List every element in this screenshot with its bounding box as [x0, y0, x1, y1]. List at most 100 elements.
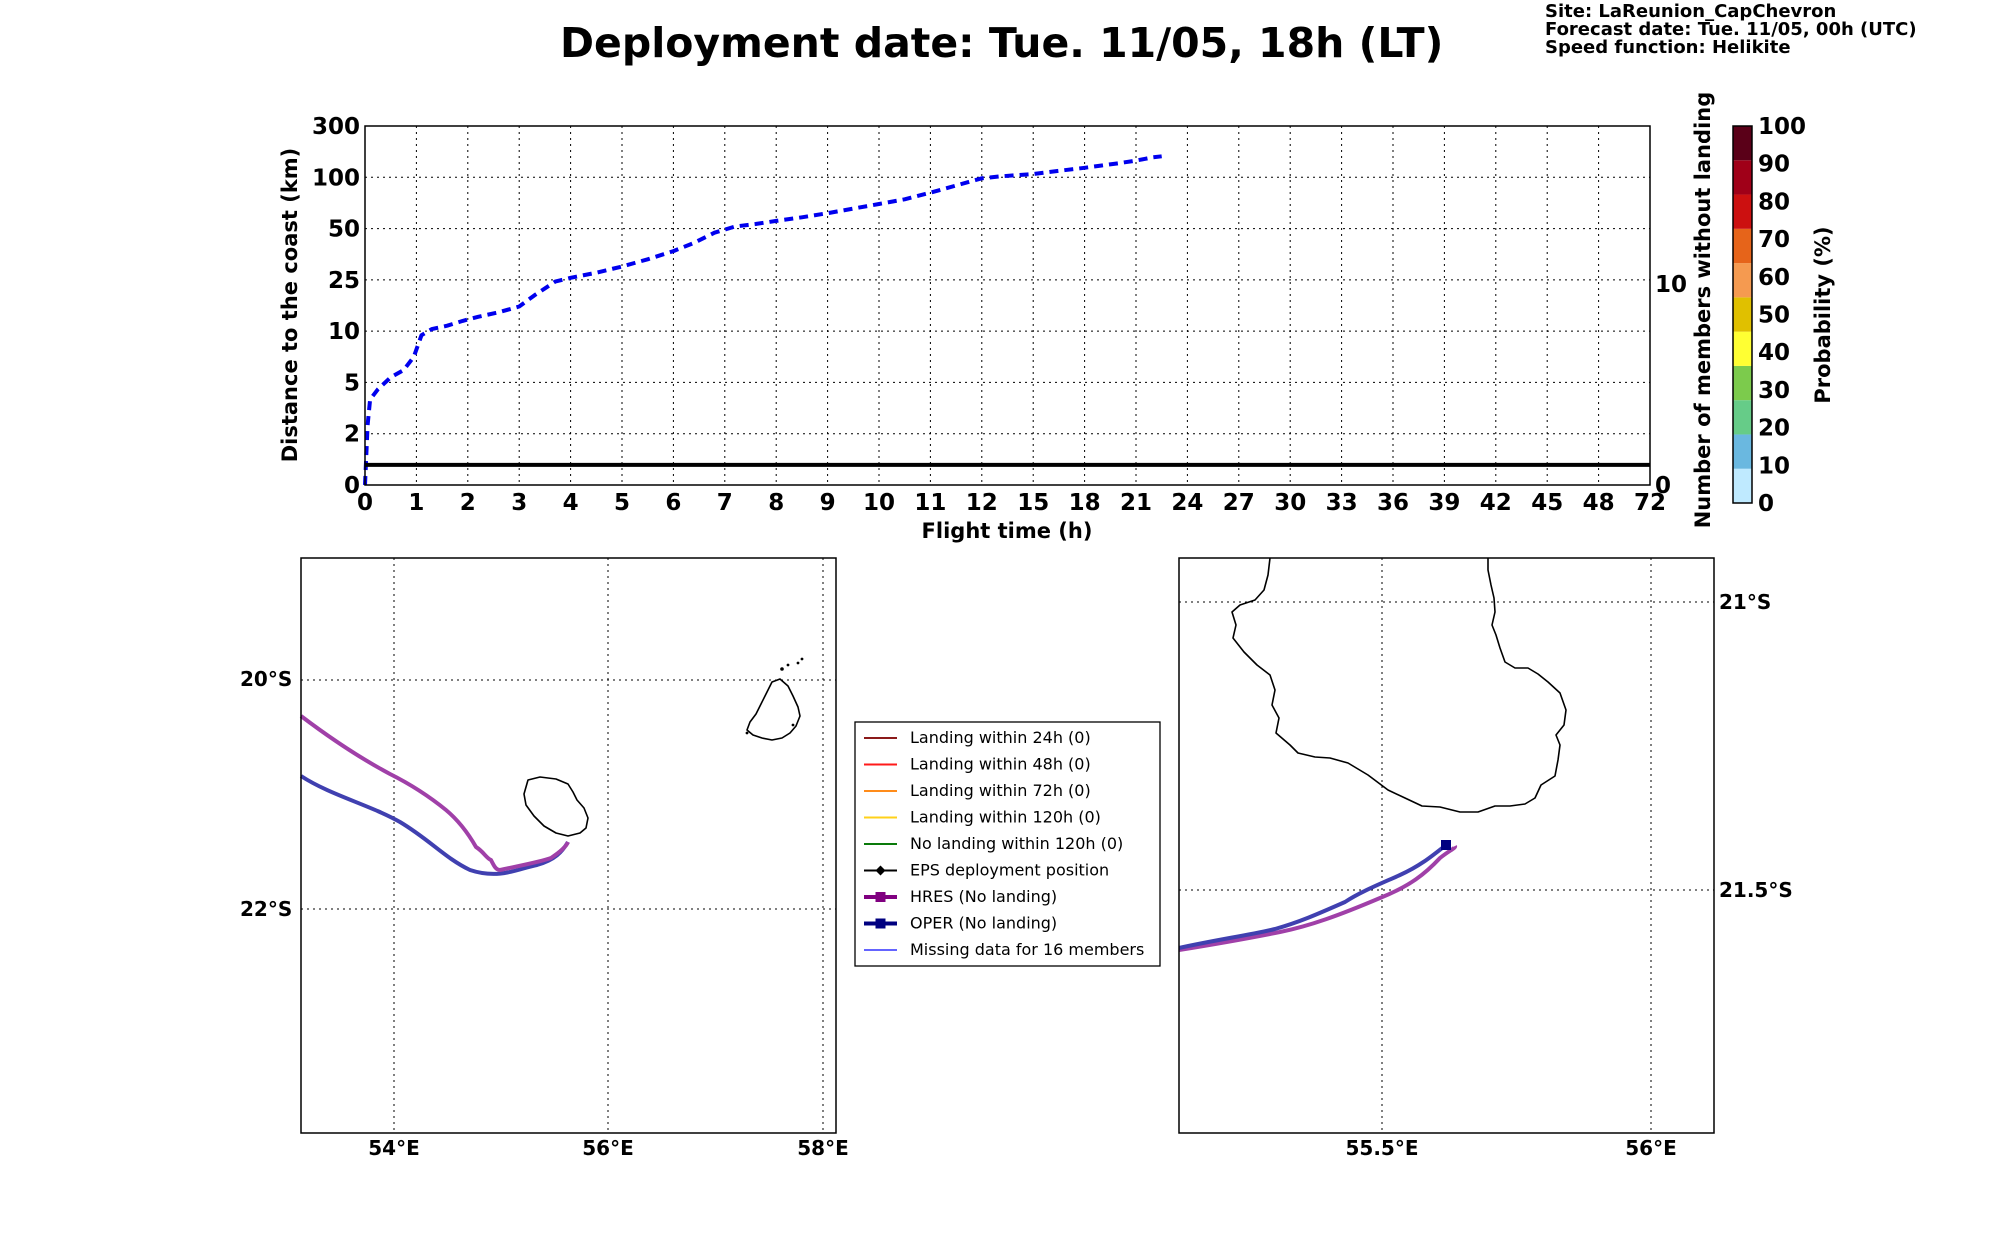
legend-marker-square [875, 918, 886, 929]
lat-label-20s: 20°S [240, 667, 292, 691]
colorbar-tick-label: 20 [1758, 416, 1790, 442]
y-tick-label: 300 [312, 114, 360, 140]
deployment-marker [1441, 840, 1451, 850]
x-tick-label: 6 [665, 490, 681, 516]
islet [791, 723, 795, 727]
colorbar-label: Probability (%) [1811, 226, 1835, 403]
x-tick-label: 0 [357, 490, 373, 516]
site-info: Site: LaReunion_CapChevron [1545, 1, 1836, 22]
lon-label-55-5e: 55.5°E [1345, 1136, 1418, 1160]
forecast-info: Forecast date: Tue. 11/05, 00h (UTC) [1545, 19, 1917, 40]
colorbar-swatch [1733, 434, 1752, 469]
x-tick-label: 7 [717, 490, 733, 516]
legend-label: Landing within 48h (0) [910, 755, 1091, 774]
colorbar-swatch [1733, 365, 1752, 401]
y-tick-label: 10 [328, 319, 360, 345]
islet [800, 657, 804, 661]
colorbar-tick-labels: 0 10 20 30 40 50 60 70 80 90 100 [1758, 114, 1806, 517]
x-tick-label: 48 [1583, 490, 1615, 516]
y2-axis-label: Number of members without landing [1691, 92, 1715, 529]
islet [786, 663, 790, 667]
x-tick-label: 30 [1274, 490, 1306, 516]
y2-tick-label: 0 [1655, 473, 1671, 499]
legend-label: No landing within 120h (0) [910, 834, 1123, 853]
x-tick-label: 18 [1069, 490, 1101, 516]
legend-item: Landing within 120h (0) [864, 808, 1101, 827]
colorbar-tick-label: 0 [1758, 491, 1774, 517]
colorbar-swatches [1733, 126, 1752, 503]
legend-marker-diamond [875, 865, 886, 876]
legend-label: Landing within 120h (0) [910, 808, 1101, 827]
colorbar-tick-label: 70 [1758, 227, 1790, 253]
x-tick-label: 27 [1223, 490, 1255, 516]
x-tick-label: 8 [768, 490, 784, 516]
islet [780, 667, 784, 671]
lat-label-21s: 21°S [1719, 590, 1771, 614]
map-zoom-frame [1178, 557, 1715, 1134]
x-tick-label: 15 [1017, 490, 1049, 516]
legend-items: Landing within 24h (0) Landing within 48h… [864, 728, 1144, 959]
lon-label-56e-zoom: 56°E [1625, 1136, 1677, 1160]
legend-label: Landing within 72h (0) [910, 781, 1091, 800]
map-zoom: 21°S 21.5°S 55.5°E 56°E [1178, 557, 1793, 1160]
lon-label-58e: 58°E [797, 1136, 849, 1160]
colorbar-swatch [1733, 194, 1752, 229]
figure-title: Deployment date: Tue. 11/05, 18h (LT) [560, 19, 1443, 67]
y-tick-label: 0 [344, 473, 360, 499]
legend-item: EPS deployment position [864, 861, 1109, 880]
x-tick-label: 12 [966, 490, 998, 516]
colorbar-tick-label: 30 [1758, 378, 1790, 404]
mauritius-coastline [746, 678, 801, 741]
legend-label: HRES (No landing) [910, 887, 1057, 906]
chart-frame [364, 125, 1651, 486]
chart-grid [365, 126, 1650, 485]
x-tick-label: 11 [914, 490, 946, 516]
legend-marker-square [875, 892, 886, 902]
lon-label-54e: 54°E [368, 1136, 420, 1160]
x-tick-label: 3 [511, 490, 527, 516]
colorbar-swatch [1733, 160, 1752, 195]
legend: Landing within 24h (0) Landing within 48h… [854, 721, 1161, 967]
x-tick-label: 33 [1326, 490, 1358, 516]
legend-label: Landing within 24h (0) [910, 728, 1091, 747]
map-regional-frame [300, 557, 837, 1134]
hres-track-zoom [1178, 844, 1458, 952]
chart-series [363, 154, 1650, 486]
probability-colorbar: 0 10 20 30 40 50 60 70 80 90 100 Probability (%) [1732, 114, 1835, 517]
legend-item: Missing data for 16 members [864, 940, 1144, 959]
y-tick-label: 100 [312, 165, 360, 191]
colorbar-tick-label: 100 [1758, 114, 1806, 140]
x-tick-label: 36 [1377, 490, 1409, 516]
x-tick-label: 4 [563, 490, 579, 516]
legend-item: Landing within 24h (0) [864, 728, 1091, 747]
x-axis-label: Flight time (h) [922, 519, 1093, 543]
x-tick-label: 10 [863, 490, 895, 516]
legend-item: HRES (No landing) [864, 887, 1057, 906]
colorbar-tick-label: 90 [1758, 152, 1790, 178]
colorbar-frame [1732, 125, 1753, 504]
y-tick-label: 25 [328, 268, 360, 294]
x-tick-label: 39 [1428, 490, 1460, 516]
map-regional: 20°S 22°S 54°E 56°E 58°E [240, 557, 849, 1160]
y-tick-label: 5 [344, 370, 360, 396]
colorbar-tick-label: 40 [1758, 340, 1790, 366]
x-tick-label: 42 [1480, 490, 1512, 516]
x-tick-label: 2 [460, 490, 476, 516]
x-tick-label: 24 [1171, 490, 1203, 516]
speed-info: Speed function: Helikite [1545, 37, 1791, 58]
y-tick-label: 50 [328, 217, 360, 243]
small-islands [745, 657, 804, 735]
distance-chart: 0 1 2 3 4 5 6 7 8 9 10 11 12 15 18 21 24 27 30 33 36 39 42 45 48… [278, 92, 1715, 543]
x-tick-label: 72 [1634, 490, 1666, 516]
x-tick-label: 1 [408, 490, 424, 516]
x-tick-label: 21 [1120, 490, 1152, 516]
oper-track-zoom [1178, 843, 1448, 950]
colorbar-swatch [1733, 228, 1752, 264]
x-tick-labels: 0 1 2 3 4 5 6 7 8 9 10 11 12 15 18 21 24 27 30 33 36 39 42 45 48… [357, 490, 1666, 516]
lat-label-22s: 22°S [240, 897, 292, 921]
colorbar-tick-label: 60 [1758, 265, 1790, 291]
x-tick-label: 5 [614, 490, 630, 516]
legend-item: Landing within 72h (0) [864, 781, 1091, 800]
lon-label-56e: 56°E [582, 1136, 634, 1160]
